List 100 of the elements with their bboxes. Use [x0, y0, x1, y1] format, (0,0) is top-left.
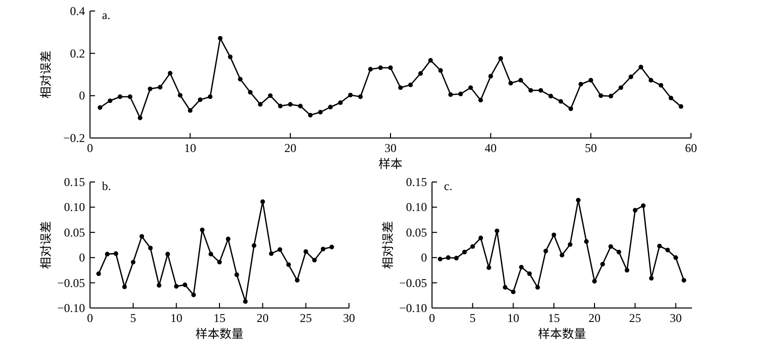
point: [108, 98, 112, 104]
point: [378, 65, 383, 70]
point: [527, 271, 532, 276]
y-tick-label: 0.10: [406, 200, 427, 214]
x-tick-label: 10: [170, 311, 182, 325]
point: [122, 284, 127, 290]
point: [673, 255, 678, 260]
point: [243, 299, 248, 304]
point: [600, 262, 605, 266]
point: [494, 228, 500, 234]
point: [528, 88, 534, 93]
point: [592, 278, 597, 284]
point: [312, 258, 317, 262]
point: [248, 90, 253, 95]
point: [148, 86, 152, 92]
point: [468, 85, 473, 90]
y-tick-label: 0: [421, 250, 427, 265]
point: [616, 250, 622, 254]
annotation: b.: [102, 179, 111, 193]
point: [158, 84, 162, 90]
x-tick-label: 15: [214, 311, 226, 325]
point: [128, 94, 132, 100]
point: [560, 252, 564, 258]
point: [558, 99, 564, 104]
x-tick-label: 25: [629, 311, 642, 325]
y-tick-label: 0.2: [70, 46, 85, 60]
point: [218, 36, 223, 41]
x-tick-label: 20: [588, 311, 600, 325]
point: [478, 236, 484, 240]
point: [458, 92, 463, 96]
point: [188, 108, 192, 113]
y-tick-label: 0: [79, 250, 85, 265]
point: [618, 85, 624, 90]
x-tick-label: 5: [130, 311, 136, 325]
point: [288, 102, 293, 107]
point: [578, 82, 584, 87]
y-tick-label: 0.15: [406, 175, 427, 189]
point: [114, 251, 118, 256]
point: [668, 96, 674, 100]
point: [208, 94, 212, 100]
point: [535, 285, 540, 290]
annotation: a.: [102, 8, 110, 22]
point: [148, 246, 153, 250]
point: [208, 252, 214, 256]
point: [228, 54, 233, 60]
point: [368, 66, 373, 72]
point: [320, 246, 326, 252]
x-tick-label: 10: [507, 311, 520, 325]
point: [258, 102, 263, 107]
point: [304, 249, 308, 254]
point: [140, 234, 144, 239]
point: [294, 278, 300, 283]
x-axis-title: 样本: [378, 155, 403, 172]
point: [608, 244, 614, 249]
y-axis-title: 相对误差: [37, 220, 54, 270]
point: [408, 82, 413, 88]
point: [200, 228, 205, 232]
point: [260, 199, 265, 204]
point: [168, 70, 172, 76]
y-tick-label: −0.05: [399, 276, 427, 290]
point: [286, 262, 291, 267]
x-tick-label: 10: [184, 141, 196, 155]
point: [98, 105, 102, 110]
point: [329, 244, 334, 250]
point: [438, 256, 442, 262]
annotation: c.: [444, 179, 452, 193]
x-tick-label: 60: [685, 141, 697, 155]
point: [665, 248, 670, 252]
point: [488, 74, 493, 78]
x-tick-label: 5: [470, 311, 476, 325]
point: [438, 68, 443, 73]
point: [174, 284, 179, 289]
point: [543, 248, 548, 254]
point: [278, 104, 283, 108]
y-tick-label: −0.05: [57, 276, 85, 290]
y-tick-label: 0.05: [406, 225, 427, 240]
point: [498, 56, 503, 61]
point: [502, 285, 508, 290]
y-tick-label: 0.15: [64, 175, 85, 189]
point: [138, 116, 142, 120]
point: [298, 104, 303, 108]
point: [418, 71, 423, 76]
point: [519, 264, 524, 270]
point: [649, 276, 654, 281]
x-tick-label: 15: [548, 311, 560, 325]
point: [318, 110, 323, 114]
point: [448, 92, 453, 97]
x-tick-label: 20: [284, 141, 296, 155]
point: [640, 203, 646, 208]
point: [470, 244, 475, 249]
point: [658, 82, 664, 88]
point: [308, 112, 313, 118]
x-axis-title: 样本数量: [195, 325, 244, 342]
point: [648, 78, 654, 83]
y-tick-label: 0.10: [64, 200, 85, 214]
point: [398, 85, 403, 90]
x-axis-title: 样本数量: [538, 325, 586, 342]
point: [518, 78, 524, 83]
point: [338, 100, 343, 105]
x-tick-label: 30: [343, 311, 355, 325]
